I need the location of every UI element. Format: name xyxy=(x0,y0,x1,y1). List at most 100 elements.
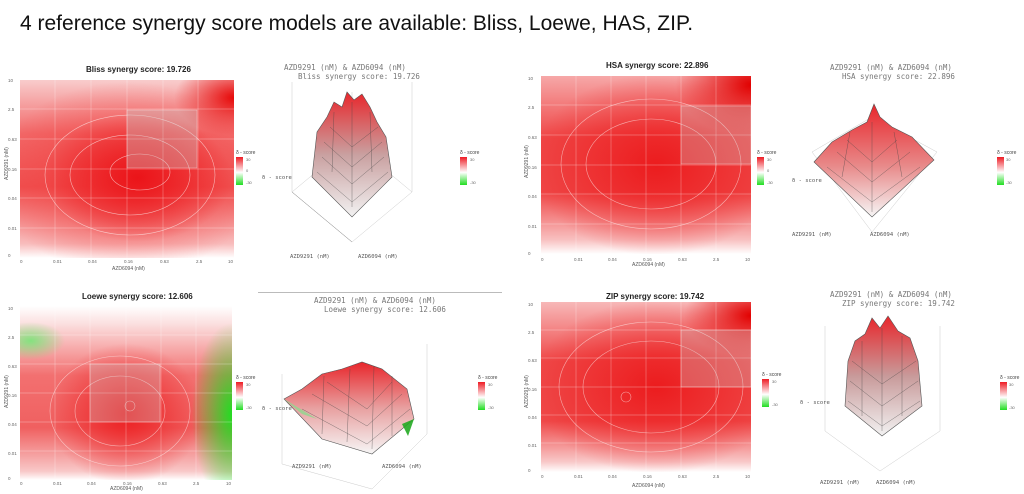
loewe-heatmap-legend: δ - score 30 -30 xyxy=(236,375,266,415)
legend-title: δ - score xyxy=(762,372,782,378)
y-tick: 0 xyxy=(8,476,11,481)
x-tick: 2.5 xyxy=(713,257,720,262)
y-tick: 0.04 xyxy=(528,194,537,199)
hsa-heatmap-title: HSA synergy score: 22.896 xyxy=(606,61,709,70)
loewe-heatmap xyxy=(20,306,232,480)
y-tick: 0.04 xyxy=(528,415,537,420)
hsa-x-axis-label: AZD6094 (nM) xyxy=(632,262,665,268)
hsa-y-ticks: 10 2.5 0.63 0.16 0.04 0.01 0 xyxy=(528,76,540,256)
bliss-surface-plot xyxy=(291,82,413,243)
legend-tick: 30 xyxy=(1006,157,1011,162)
legend-title: δ - score xyxy=(236,150,256,156)
legend-tick: -30 xyxy=(772,402,778,407)
legend-tick: 0 xyxy=(767,168,770,173)
legend-tick: -30 xyxy=(246,405,252,410)
bliss-heatmap xyxy=(20,80,234,258)
zip-surface-legend: δ - score 30 -30 xyxy=(1000,375,1024,415)
zip-surface-title-1: AZD9291 (nM) & AZD6094 (nM) xyxy=(830,290,952,299)
legend-tick: 30 xyxy=(246,157,251,162)
x-tick: 10 xyxy=(745,257,751,262)
legend-title: δ - score xyxy=(757,150,777,156)
legend-tick: 30 xyxy=(246,382,251,387)
zip-heatmap-panel: ZIP synergy score: 19.742 AZD9291 (nM) A… xyxy=(520,288,770,494)
legend-tick: -30 xyxy=(488,405,494,410)
bliss-surface-legend: δ - score 30 -30 xyxy=(460,150,490,190)
legend-tick: 30 xyxy=(470,157,475,162)
page-headline: 4 reference synergy score models are ava… xyxy=(20,12,694,35)
loewe-surface-y-label: AZD6094 (nM) xyxy=(382,464,422,470)
y-tick: 0.63 xyxy=(8,137,17,142)
bliss-x-axis-label: AZD6094 (nM) xyxy=(112,266,145,272)
y-tick: 0.16 xyxy=(528,165,537,170)
legend-tick: 0 xyxy=(246,168,249,173)
hsa-surface-plot xyxy=(811,103,938,233)
loewe-surface-title-2: Loewe synergy score: 12.606 xyxy=(324,305,446,314)
x-tick: 0.16 xyxy=(124,259,133,264)
hsa-surface-title-1: AZD9291 (nM) & AZD6094 (nM) xyxy=(830,63,952,72)
bliss-grid xyxy=(20,80,234,258)
x-tick: 0.16 xyxy=(643,474,652,479)
legend-colorbar xyxy=(1000,382,1007,410)
legend-colorbar xyxy=(762,379,769,407)
zip-heatmap-legend: δ - score 30 -30 xyxy=(762,372,792,412)
zip-heatmap xyxy=(541,302,751,472)
x-tick: 0 xyxy=(20,259,23,264)
x-tick: 0.01 xyxy=(574,474,583,479)
zip-z-label: δ - score xyxy=(800,400,830,406)
y-tick: 0.16 xyxy=(8,393,17,398)
x-tick: 0.63 xyxy=(678,257,687,262)
zip-x-ticks: 0 0.01 0.04 0.16 0.63 2.5 10 xyxy=(541,474,751,482)
zip-surface-x-label: AZD9291 (nM) xyxy=(820,480,860,486)
hsa-surface-y-label: AZD6094 (nM) xyxy=(870,232,910,238)
hsa-x-ticks: 0 0.01 0.04 0.16 0.63 2.5 10 xyxy=(541,257,751,265)
x-tick: 0 xyxy=(541,257,544,262)
zip-y-ticks: 10 2.5 0.63 0.16 0.04 0.01 0 xyxy=(528,302,540,474)
x-tick: 0 xyxy=(541,474,544,479)
y-tick: 2.5 xyxy=(8,335,15,340)
x-tick: 0.04 xyxy=(608,257,617,262)
y-tick: 0.01 xyxy=(528,224,537,229)
legend-colorbar xyxy=(236,382,243,410)
y-tick: 0.01 xyxy=(8,226,17,231)
hsa-heatmap xyxy=(541,76,751,254)
y-tick: 2.5 xyxy=(528,330,535,335)
legend-title: δ - score xyxy=(460,150,480,156)
legend-tick: -30 xyxy=(246,180,252,185)
y-tick: 0.04 xyxy=(8,196,17,201)
loewe-grid xyxy=(20,306,232,480)
y-tick: 0.63 xyxy=(528,358,537,363)
loewe-surface-legend: δ - score 30 -30 xyxy=(478,375,508,415)
y-tick: 0.16 xyxy=(8,167,17,172)
loewe-surface-plot xyxy=(281,344,428,490)
legend-colorbar xyxy=(460,157,467,185)
legend-title: δ - score xyxy=(1000,375,1020,381)
x-tick: 2.5 xyxy=(193,481,200,486)
hsa-grid xyxy=(541,76,751,254)
legend-colorbar xyxy=(478,382,485,410)
x-tick: 0.04 xyxy=(608,474,617,479)
x-tick: 0.16 xyxy=(643,257,652,262)
bliss-heatmap-panel: Bliss synergy score: 19.726 AZD9291 (nM)… xyxy=(0,60,250,272)
loewe-surface-x-label: AZD9291 (nM) xyxy=(292,464,332,470)
legend-tick: -30 xyxy=(1009,405,1015,410)
y-tick: 2.5 xyxy=(8,107,15,112)
hsa-z-label: δ - score xyxy=(792,178,822,184)
loewe-y-ticks: 10 2.5 0.63 0.16 0.04 0.01 0 xyxy=(8,306,20,482)
loewe-surface-panel: AZD9291 (nM) & AZD6094 (nM) Loewe synerg… xyxy=(262,294,462,494)
loewe-surface-top-rule xyxy=(258,292,502,293)
legend-tick: -30 xyxy=(1006,180,1012,185)
legend-tick: 30 xyxy=(772,379,777,384)
x-tick: 2.5 xyxy=(196,259,203,264)
legend-tick: 30 xyxy=(488,382,493,387)
zip-surface-title-2: ZIP synergy score: 19.742 xyxy=(842,299,955,308)
y-tick: 0 xyxy=(528,251,531,256)
hsa-surface-panel: AZD9291 (nM) & AZD6094 (nM) HSA synergy … xyxy=(792,60,955,272)
legend-title: δ - score xyxy=(236,375,256,381)
x-tick: 0.01 xyxy=(53,481,62,486)
bliss-heatmap-title: Bliss synergy score: 19.726 xyxy=(86,65,191,74)
bliss-surface-y-label: AZD6094 (nM) xyxy=(358,254,398,260)
x-tick: 0.01 xyxy=(53,259,62,264)
bliss-y-ticks: 10 2.5 0.63 0.16 0.04 0.01 0 xyxy=(8,78,20,258)
x-tick: 10 xyxy=(226,481,232,486)
hsa-surface-legend: δ - score 30 -30 xyxy=(997,150,1024,190)
